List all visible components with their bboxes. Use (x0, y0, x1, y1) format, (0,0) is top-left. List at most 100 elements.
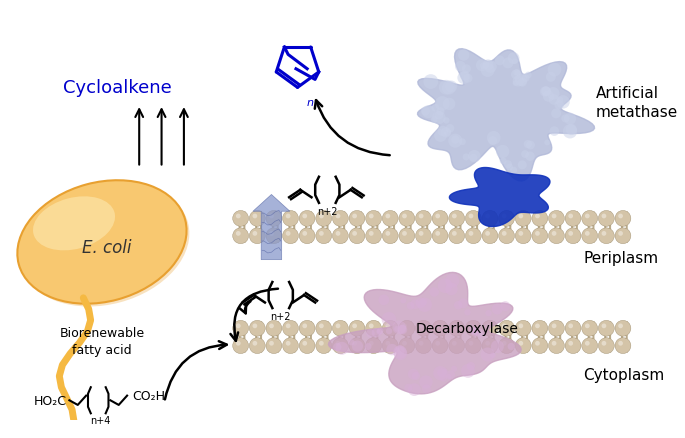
Circle shape (482, 211, 498, 227)
Circle shape (299, 338, 315, 354)
Circle shape (532, 338, 548, 354)
Circle shape (379, 295, 389, 305)
Circle shape (407, 302, 414, 310)
Circle shape (442, 81, 456, 95)
Circle shape (618, 341, 623, 346)
Circle shape (551, 341, 556, 346)
Circle shape (421, 107, 430, 117)
Circle shape (518, 78, 527, 88)
Circle shape (470, 155, 477, 162)
Circle shape (618, 214, 623, 219)
Circle shape (336, 232, 340, 236)
Circle shape (233, 228, 249, 244)
Circle shape (445, 130, 451, 137)
Circle shape (434, 112, 443, 120)
Circle shape (253, 214, 258, 219)
Circle shape (525, 72, 532, 79)
Circle shape (386, 344, 398, 356)
Circle shape (369, 232, 373, 236)
Circle shape (465, 338, 482, 354)
Circle shape (366, 211, 382, 227)
Circle shape (249, 211, 265, 227)
Circle shape (481, 348, 495, 362)
Circle shape (532, 321, 548, 336)
Circle shape (482, 228, 498, 244)
Circle shape (269, 232, 274, 236)
Circle shape (458, 72, 470, 85)
Circle shape (377, 328, 384, 335)
Circle shape (449, 338, 464, 354)
Circle shape (565, 321, 581, 336)
Circle shape (236, 214, 240, 219)
Circle shape (236, 341, 240, 346)
Circle shape (483, 62, 490, 70)
Circle shape (266, 321, 282, 336)
Text: Cytoplasm: Cytoplasm (584, 367, 664, 382)
Circle shape (283, 211, 299, 227)
Circle shape (471, 327, 478, 335)
Circle shape (302, 232, 307, 236)
Circle shape (512, 76, 524, 88)
Circle shape (465, 228, 482, 244)
Circle shape (469, 232, 473, 236)
Circle shape (532, 211, 548, 227)
Circle shape (549, 228, 564, 244)
Circle shape (333, 343, 342, 352)
Circle shape (535, 232, 540, 236)
Circle shape (395, 346, 405, 355)
Circle shape (434, 130, 447, 143)
Circle shape (551, 214, 556, 219)
Circle shape (404, 384, 412, 392)
Polygon shape (417, 49, 595, 182)
Circle shape (615, 228, 631, 244)
Circle shape (500, 301, 510, 311)
Circle shape (443, 118, 449, 124)
Circle shape (496, 145, 510, 159)
Circle shape (336, 214, 340, 219)
Circle shape (412, 372, 420, 380)
Text: E. coli: E. coli (82, 238, 132, 256)
Circle shape (515, 74, 527, 87)
Circle shape (452, 324, 457, 328)
Circle shape (440, 128, 451, 138)
Circle shape (455, 62, 466, 72)
Circle shape (319, 214, 324, 219)
Circle shape (269, 214, 274, 219)
Circle shape (408, 369, 419, 380)
Circle shape (366, 329, 375, 338)
Circle shape (443, 99, 456, 111)
Circle shape (249, 228, 265, 244)
Circle shape (486, 310, 492, 317)
Circle shape (452, 214, 457, 219)
Circle shape (449, 321, 464, 336)
Circle shape (508, 53, 519, 65)
Circle shape (332, 321, 348, 336)
Circle shape (269, 341, 274, 346)
Circle shape (348, 339, 355, 346)
Circle shape (382, 321, 398, 336)
Circle shape (515, 71, 521, 77)
Circle shape (253, 232, 258, 236)
Circle shape (585, 324, 590, 328)
Circle shape (513, 70, 521, 77)
Circle shape (508, 343, 515, 350)
Circle shape (512, 59, 518, 65)
Circle shape (549, 127, 559, 137)
Circle shape (349, 338, 365, 354)
Circle shape (439, 81, 453, 95)
Circle shape (436, 232, 440, 236)
Circle shape (233, 211, 249, 227)
Circle shape (366, 338, 382, 354)
Circle shape (618, 232, 623, 236)
Circle shape (468, 151, 481, 163)
Circle shape (521, 75, 530, 83)
Circle shape (565, 338, 581, 354)
Circle shape (336, 341, 340, 346)
Circle shape (253, 324, 258, 328)
Circle shape (316, 228, 332, 244)
Circle shape (482, 338, 498, 354)
Circle shape (601, 341, 606, 346)
Circle shape (615, 321, 631, 336)
Circle shape (432, 321, 448, 336)
Circle shape (523, 141, 532, 149)
